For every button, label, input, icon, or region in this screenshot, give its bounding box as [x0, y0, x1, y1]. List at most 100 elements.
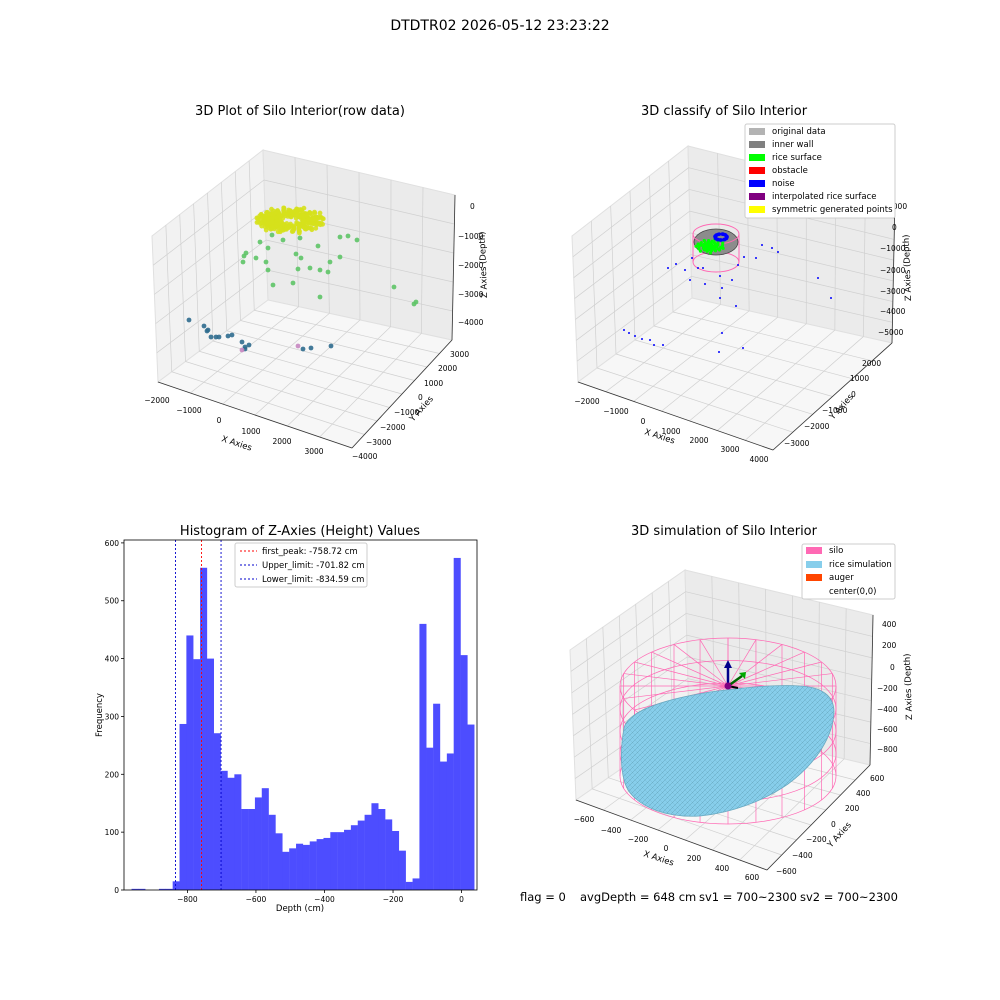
p1-ytick-1: −3000 [366, 438, 392, 447]
auger-y-arrow-head [739, 672, 746, 679]
grid-line [610, 205, 617, 355]
hist-bar [337, 832, 345, 890]
grid-line [263, 179, 455, 225]
p1-ytick-3: −1000 [394, 408, 420, 417]
plot2-rice-point [711, 244, 716, 248]
plot1-point [301, 213, 307, 219]
hist-xtick-label: 0 [459, 895, 464, 904]
grid-line [592, 788, 782, 856]
hist-bar [268, 814, 276, 890]
p1-xtick-2: 0 [217, 416, 222, 425]
hist-bar [460, 655, 468, 890]
p4-ytick-3: 0 [831, 820, 836, 829]
p4-xtick-1: −400 [601, 826, 622, 835]
p2-ztick-5: 0 [892, 223, 897, 232]
plot1-point [253, 255, 259, 261]
hist-bar [344, 829, 352, 890]
plot4-z-axis [869, 614, 874, 766]
grid-line [571, 613, 687, 694]
plot1-point [276, 212, 282, 218]
plot1-point [280, 237, 286, 243]
grid-line [207, 192, 214, 342]
legend-original-data: original data [772, 127, 826, 137]
plot2-noise-point [641, 338, 643, 340]
plot1-point [225, 333, 231, 339]
hist-xtick-label: −600 [246, 895, 267, 904]
plot2-noise-point [691, 257, 693, 259]
p2-ytick-5: 2000 [862, 359, 881, 368]
p2-xtick-6: 4000 [749, 455, 768, 464]
plot4-legend: silo rice simulation auger center(0,0) [801, 543, 896, 600]
plot1-x-axis [157, 381, 353, 449]
grid-line [222, 313, 330, 405]
p4-ytick-5: 400 [856, 789, 871, 798]
hist-bar [446, 753, 454, 890]
hist-bar [172, 881, 180, 890]
plot2-noise-point [817, 277, 819, 279]
plot1-point [302, 226, 308, 232]
grid-line [358, 172, 361, 321]
plot2-rice-point [698, 249, 703, 253]
plot2-noise-point [719, 297, 721, 299]
p1-zlabel: Z Axies (Depth) [478, 231, 490, 298]
plot1-point [317, 267, 323, 273]
p4-xtick-0: −600 [574, 815, 595, 824]
grid-line [615, 353, 813, 415]
hist-ytick-label: 500 [105, 597, 120, 606]
plot2-rice-point [703, 240, 707, 244]
plot2-noise-cluster [720, 232, 725, 236]
plot1-point [269, 206, 274, 212]
plot2-noise-point [731, 279, 733, 281]
grid-line [690, 254, 893, 302]
plot1-point [257, 213, 263, 219]
plot2-noise-point [718, 351, 720, 353]
plot2-noise-cluster [719, 238, 723, 242]
plot1-point [320, 221, 325, 227]
plot2-noise-point [697, 267, 699, 269]
p1-ytick-4: 0 [418, 393, 423, 402]
plot1-point [201, 323, 207, 329]
grid-line [629, 190, 636, 341]
legend-lower-limit: Lower_limit: -834.59 cm [262, 575, 364, 585]
plot2-rice-point [712, 247, 717, 251]
grid-line [602, 627, 609, 778]
grid-line [672, 311, 873, 362]
plot2-rice-point [694, 244, 698, 248]
plot1-point [311, 221, 316, 227]
p4-xtick-6: 600 [745, 873, 760, 882]
plot1-point [265, 267, 271, 273]
hist-xtick-label: −400 [314, 895, 335, 904]
plot1-point [239, 339, 245, 345]
plot1-point [337, 234, 343, 240]
silo-spoke [651, 651, 729, 687]
hist-bar [248, 809, 256, 890]
p4-ytick-2: −200 [806, 835, 827, 844]
hist-bar [453, 557, 461, 890]
plot1-point [208, 334, 214, 340]
plot1-point [229, 332, 235, 338]
hist-bar [357, 820, 365, 890]
hist-bar [316, 839, 324, 890]
p1-xtick-1: −1000 [176, 406, 202, 415]
hist-bar [206, 658, 214, 890]
grid-line [744, 336, 864, 441]
p4-ztick-5: 200 [882, 641, 897, 650]
legend-inner-wall: inner wall [772, 140, 813, 150]
grid-line [287, 326, 391, 427]
plot2-noise-point [742, 347, 744, 349]
p4-zlabel: Z Axies (Depth) [903, 653, 915, 720]
hist-bars [131, 557, 475, 890]
center-marker [724, 682, 732, 690]
hist-ytick-label: 0 [114, 886, 119, 895]
hist-xlabel: Depth (cm) [276, 904, 324, 914]
footer-sv2: sv2 = 700~2300 [800, 890, 898, 904]
hist-bar [220, 770, 228, 890]
plot2-noise-point [634, 335, 636, 337]
plot1-point [293, 209, 299, 214]
grid-line [265, 239, 454, 283]
p4-ztick-4: 0 [890, 663, 895, 672]
plot1-point [309, 227, 315, 233]
plot1-point [239, 347, 245, 353]
hist-bar [412, 878, 420, 890]
plot2-noise-cluster [714, 236, 718, 241]
